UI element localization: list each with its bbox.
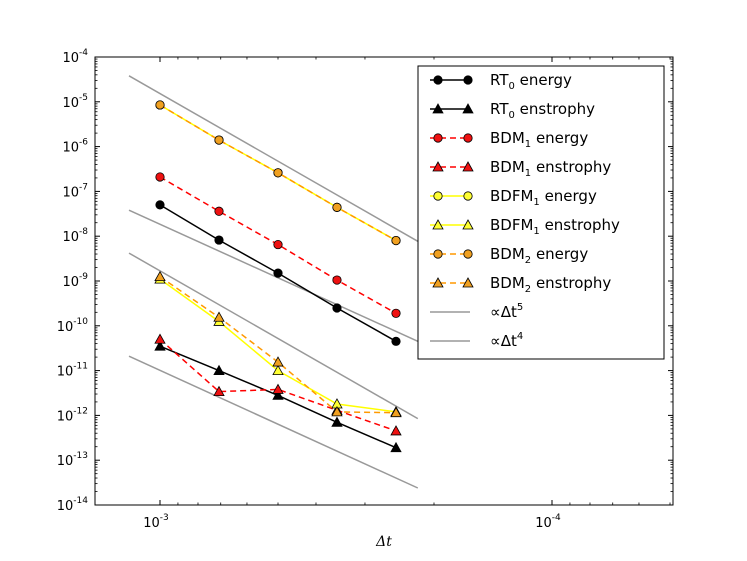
data-point-5-2 <box>272 364 284 376</box>
y-tick-label-6: 10-10 <box>57 317 89 335</box>
legend-label-0: RT0 energy <box>490 71 572 92</box>
data-point-0-4 <box>391 336 401 346</box>
series-7 <box>154 270 402 418</box>
data-point-1-0 <box>154 340 166 351</box>
legend-entry-0: RT0 energy <box>430 71 572 92</box>
data-point-3-1 <box>213 385 225 396</box>
data-point-7-0 <box>154 270 166 282</box>
data-point-7-4 <box>390 406 402 418</box>
y-tick-label-3: 10-7 <box>62 182 88 200</box>
y-tick-label-5: 10-9 <box>62 272 88 290</box>
legend-marker-left-1 <box>432 103 444 114</box>
data-point-6-3 <box>332 202 342 212</box>
legend-entry-2: BDM1 energy <box>430 129 588 150</box>
legend-marker-right-0 <box>463 75 473 85</box>
x-axis-label: Δt <box>375 534 392 550</box>
y-tick-label-4: 10-8 <box>62 227 88 245</box>
data-point-7-1 <box>213 311 225 322</box>
data-point-1-1 <box>213 364 225 376</box>
data-point-7-3 <box>331 406 343 417</box>
x-tick-label-1: 10-4 <box>535 513 561 531</box>
legend-label-7: BDM2 enstrophy <box>490 274 611 295</box>
legend-label-4: BDFM1 energy <box>490 187 597 208</box>
data-point-7-2 <box>272 356 284 367</box>
legend-marker-left-4 <box>433 191 443 201</box>
data-point-0-0 <box>155 200 165 210</box>
reference-lines <box>128 75 419 489</box>
legend-ref-label-0: ∝Δt5 <box>490 302 523 321</box>
legend-entry-3: BDM1 enstrophy <box>430 158 611 179</box>
legend-entry-5: BDFM1 enstrophy <box>430 216 620 237</box>
data-point-3-4 <box>390 425 402 436</box>
y-tick-label-1: 10-5 <box>62 93 88 111</box>
series-2 <box>155 172 401 318</box>
data-point-0-2 <box>273 268 283 278</box>
data-point-6-2 <box>273 168 283 178</box>
legend-entry-6: BDM2 energy <box>430 245 588 266</box>
data-point-6-4 <box>391 235 401 246</box>
legend-label-3: BDM1 enstrophy <box>490 158 611 179</box>
y-tick-label-7: 10-11 <box>57 362 88 380</box>
y-tick-label-9: 10-13 <box>57 451 88 469</box>
legend-marker-right-3 <box>462 161 474 172</box>
reference-line-0 <box>128 75 419 242</box>
legend-label-5: BDFM1 enstrophy <box>490 216 620 237</box>
legend-label-6: BDM2 energy <box>490 245 588 266</box>
legend-label-1: RT0 enstrophy <box>490 100 595 121</box>
legend-marker-right-5 <box>462 219 474 230</box>
legend-ref-entry-1: ∝Δt4 <box>430 331 523 350</box>
series-line-3 <box>159 338 397 432</box>
data-series <box>154 100 402 453</box>
legend-marker-left-2 <box>433 133 443 143</box>
legend-marker-left-5 <box>432 219 444 230</box>
x-tick-label-0: 10-3 <box>143 513 169 531</box>
data-point-3-0 <box>154 333 166 344</box>
series-1 <box>154 340 402 453</box>
axis-ticks: 10-4 10-5 10-6 10-7 10-8 10-9 10-10 10-11 10-12 1… <box>57 48 673 531</box>
data-point-6-1 <box>214 135 224 145</box>
data-point-6-0 <box>155 100 165 110</box>
data-point-1-3 <box>331 416 343 427</box>
legend-marker-left-6 <box>433 249 443 259</box>
legend: RT0 energy RT0 enstrophy BDM1 energy BDM1 e… <box>417 65 665 360</box>
legend-marker-right-1 <box>462 103 474 114</box>
data-point-2-4 <box>391 308 401 318</box>
y-tick-label-8: 10-12 <box>57 406 88 424</box>
data-point-3-2 <box>272 383 284 394</box>
y-tick-label-2: 10-6 <box>62 138 88 156</box>
reference-line-3 <box>128 355 419 489</box>
y-tick-label-0: 10-4 <box>62 48 88 66</box>
legend-marker-right-2 <box>463 133 473 143</box>
legend-marker-right-6 <box>463 249 473 259</box>
legend-frame <box>417 65 665 360</box>
legend-ref-entry-0: ∝Δt5 <box>430 302 523 321</box>
legend-marker-left-3 <box>432 161 444 172</box>
legend-entry-7: BDM2 enstrophy <box>430 274 611 295</box>
data-point-2-2 <box>273 239 283 250</box>
y-tick-label-10: 10-14 <box>57 496 89 514</box>
legend-entry-1: RT0 enstrophy <box>430 100 595 121</box>
legend-marker-right-4 <box>463 191 473 201</box>
series-0 <box>155 200 401 346</box>
data-point-0-1 <box>214 235 224 245</box>
data-point-2-0 <box>155 172 165 182</box>
legend-marker-right-7 <box>462 277 474 288</box>
data-point-1-2 <box>272 389 284 400</box>
legend-marker-left-0 <box>433 75 443 85</box>
data-point-2-1 <box>214 206 224 216</box>
legend-marker-left-7 <box>432 277 444 288</box>
series-6 <box>155 100 401 246</box>
legend-label-2: BDM1 energy <box>490 129 588 150</box>
data-point-1-4 <box>390 441 402 453</box>
data-point-2-3 <box>332 275 342 285</box>
data-point-0-3 <box>332 303 342 313</box>
legend-entry-4: BDFM1 energy <box>430 187 597 208</box>
reference-line-1 <box>128 209 419 342</box>
series-line-6 <box>159 104 397 242</box>
legend-ref-label-1: ∝Δt4 <box>490 331 523 350</box>
reference-line-2 <box>128 252 419 420</box>
